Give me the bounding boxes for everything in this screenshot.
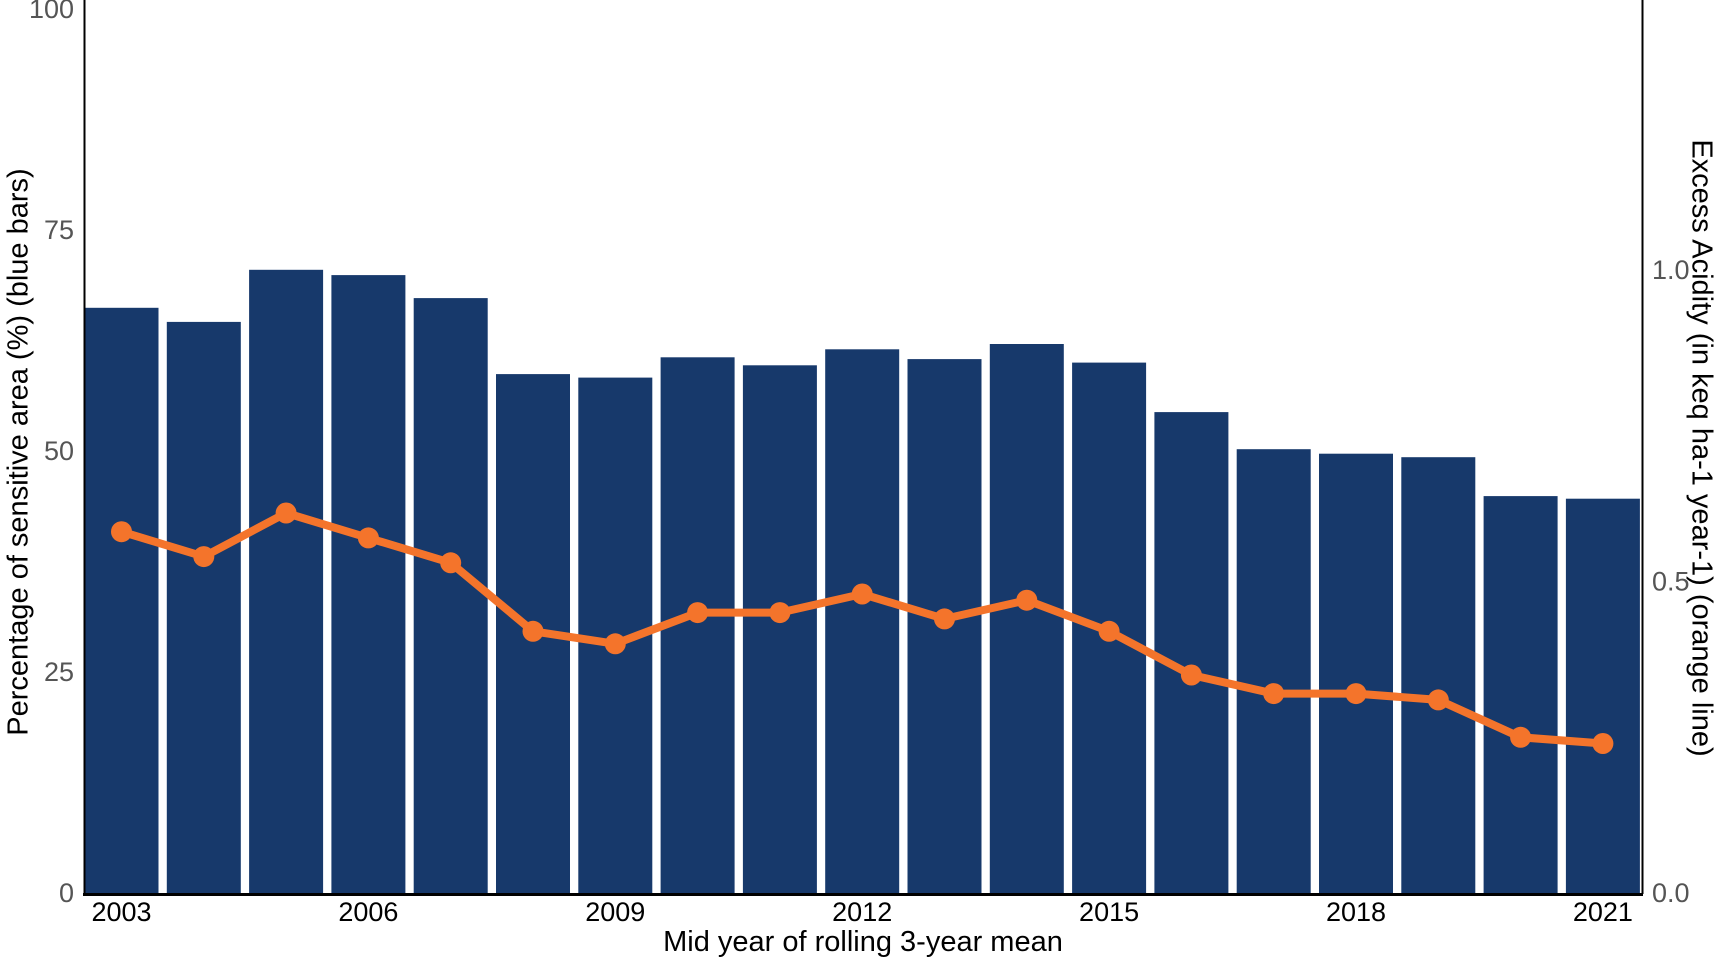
line-point-2005 — [275, 502, 297, 524]
bar-2006 — [331, 275, 406, 894]
line-point-2007 — [440, 552, 462, 574]
bar-2014 — [989, 344, 1064, 893]
bar-2016 — [1154, 412, 1229, 893]
line-point-2015 — [1098, 620, 1120, 642]
right-tick-1.0: 1.0 — [1652, 255, 1690, 285]
bar-2019 — [1401, 457, 1476, 893]
left-tick-25: 25 — [44, 657, 74, 687]
line-point-2004 — [193, 546, 215, 568]
line-point-2018 — [1345, 683, 1367, 705]
x-tick-2015: 2015 — [1079, 897, 1139, 927]
line-point-2013 — [934, 608, 955, 630]
right-axis-title: Excess Acidity (in keq ha-1 year-1) (ora… — [1685, 139, 1718, 757]
line-point-2011 — [769, 602, 791, 624]
x-tick-2018: 2018 — [1326, 897, 1386, 927]
line-point-2008 — [522, 620, 544, 642]
x-axis-title: Mid year of rolling 3-year mean — [663, 926, 1063, 958]
left-axis-title: Percentage of sensitive area (%) (blue b… — [2, 168, 35, 736]
bar-2018 — [1319, 453, 1393, 893]
bar-2021 — [1565, 498, 1640, 893]
x-tick-2006: 2006 — [338, 897, 398, 927]
bar-2020 — [1483, 496, 1558, 893]
x-tick-2009: 2009 — [585, 897, 645, 927]
bar-2011 — [742, 365, 817, 893]
left-tick-100: 100 — [29, 0, 74, 24]
bar-2012 — [825, 349, 900, 893]
bar-2004 — [166, 321, 241, 893]
line-point-2019 — [1427, 689, 1449, 711]
left-tick-0: 0 — [59, 878, 74, 908]
left-tick-75: 75 — [44, 215, 74, 245]
line-point-2020 — [1510, 726, 1532, 748]
line-point-2014 — [1016, 589, 1038, 611]
x-tick-2003: 2003 — [91, 897, 151, 927]
line-point-2010 — [687, 602, 709, 624]
line-point-2009 — [604, 633, 626, 655]
right-tick-0.0: 0.0 — [1652, 878, 1690, 908]
line-point-2012 — [851, 583, 873, 605]
line-point-2016 — [1180, 664, 1202, 686]
bar-2007 — [413, 298, 488, 894]
line-point-2017 — [1263, 683, 1285, 705]
line-point-2021 — [1592, 733, 1614, 754]
left-tick-50: 50 — [44, 436, 74, 466]
bar-2017 — [1236, 449, 1311, 893]
right-tick-0.5: 0.5 — [1652, 567, 1690, 597]
bar-2005 — [249, 269, 324, 893]
x-tick-2012: 2012 — [832, 897, 892, 927]
line-point-2003 — [111, 521, 132, 543]
bar-2003 — [84, 307, 159, 893]
line-point-2006 — [357, 527, 379, 549]
x-tick-2021: 2021 — [1573, 897, 1633, 927]
